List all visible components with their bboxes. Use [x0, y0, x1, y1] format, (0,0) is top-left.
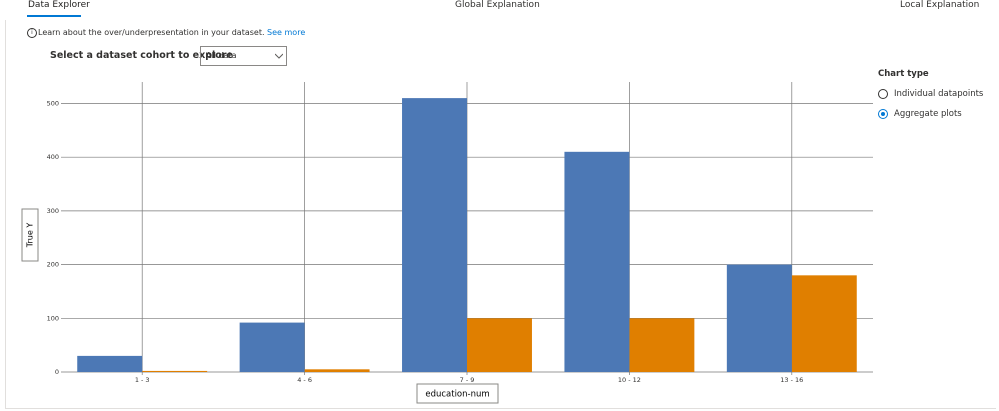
tab[interactable]: Data Explorer [28, 0, 90, 10]
y-tick-label: 300 [47, 207, 59, 215]
radio-dot [881, 112, 885, 116]
bar [77, 355, 143, 372]
info-text: Learn about the over/underpresentation i… [38, 28, 265, 37]
y-tick-label: 500 [47, 99, 59, 107]
bar [142, 370, 208, 372]
y-label-box [21, 208, 39, 262]
info-icon: i [27, 28, 37, 38]
y-tick-label: 0 [55, 368, 59, 376]
radio-circle [878, 109, 888, 119]
x-tick-label: 1 - 3 [135, 376, 150, 384]
cohort-dropdown[interactable]: All data [200, 46, 287, 66]
bar [402, 98, 467, 372]
y-tick-label: 200 [47, 261, 59, 269]
cohort-label: Select a dataset cohort to explore [50, 50, 233, 61]
y-tick-label: 100 [47, 314, 59, 322]
bar [726, 264, 792, 372]
bar [629, 318, 695, 372]
dropdown-chevron [275, 53, 283, 59]
bar [564, 151, 630, 372]
tab[interactable]: Local Explanation [900, 0, 980, 10]
bar [467, 318, 532, 372]
panel-border [5, 20, 996, 409]
x-tick-label: 10 - 12 [618, 376, 641, 384]
x-tick-label: 13 - 16 [780, 376, 803, 384]
radio-label: Individual datapoints [894, 89, 984, 99]
tab[interactable]: Global Explanation [455, 0, 540, 10]
info-link[interactable]: See more [267, 28, 306, 37]
bar [239, 322, 305, 372]
x-tick-label: 4 - 6 [297, 376, 312, 384]
bar [304, 369, 370, 372]
tab-underline [27, 15, 81, 17]
bar [791, 275, 857, 372]
y-axis-label: True Y [26, 223, 35, 249]
x-axis-label: education-num [425, 390, 489, 400]
y-tick-label: 400 [47, 153, 59, 161]
chart-type-title: Chart type [878, 69, 929, 79]
info-line: Learn about the over/underpresentation i… [38, 28, 305, 37]
x-tick-label: 7 - 9 [460, 376, 475, 384]
radio-label: Aggregate plots [894, 109, 962, 119]
x-label-box [416, 383, 499, 404]
dropdown-value: All data [206, 51, 237, 60]
radio-circle [878, 89, 888, 99]
